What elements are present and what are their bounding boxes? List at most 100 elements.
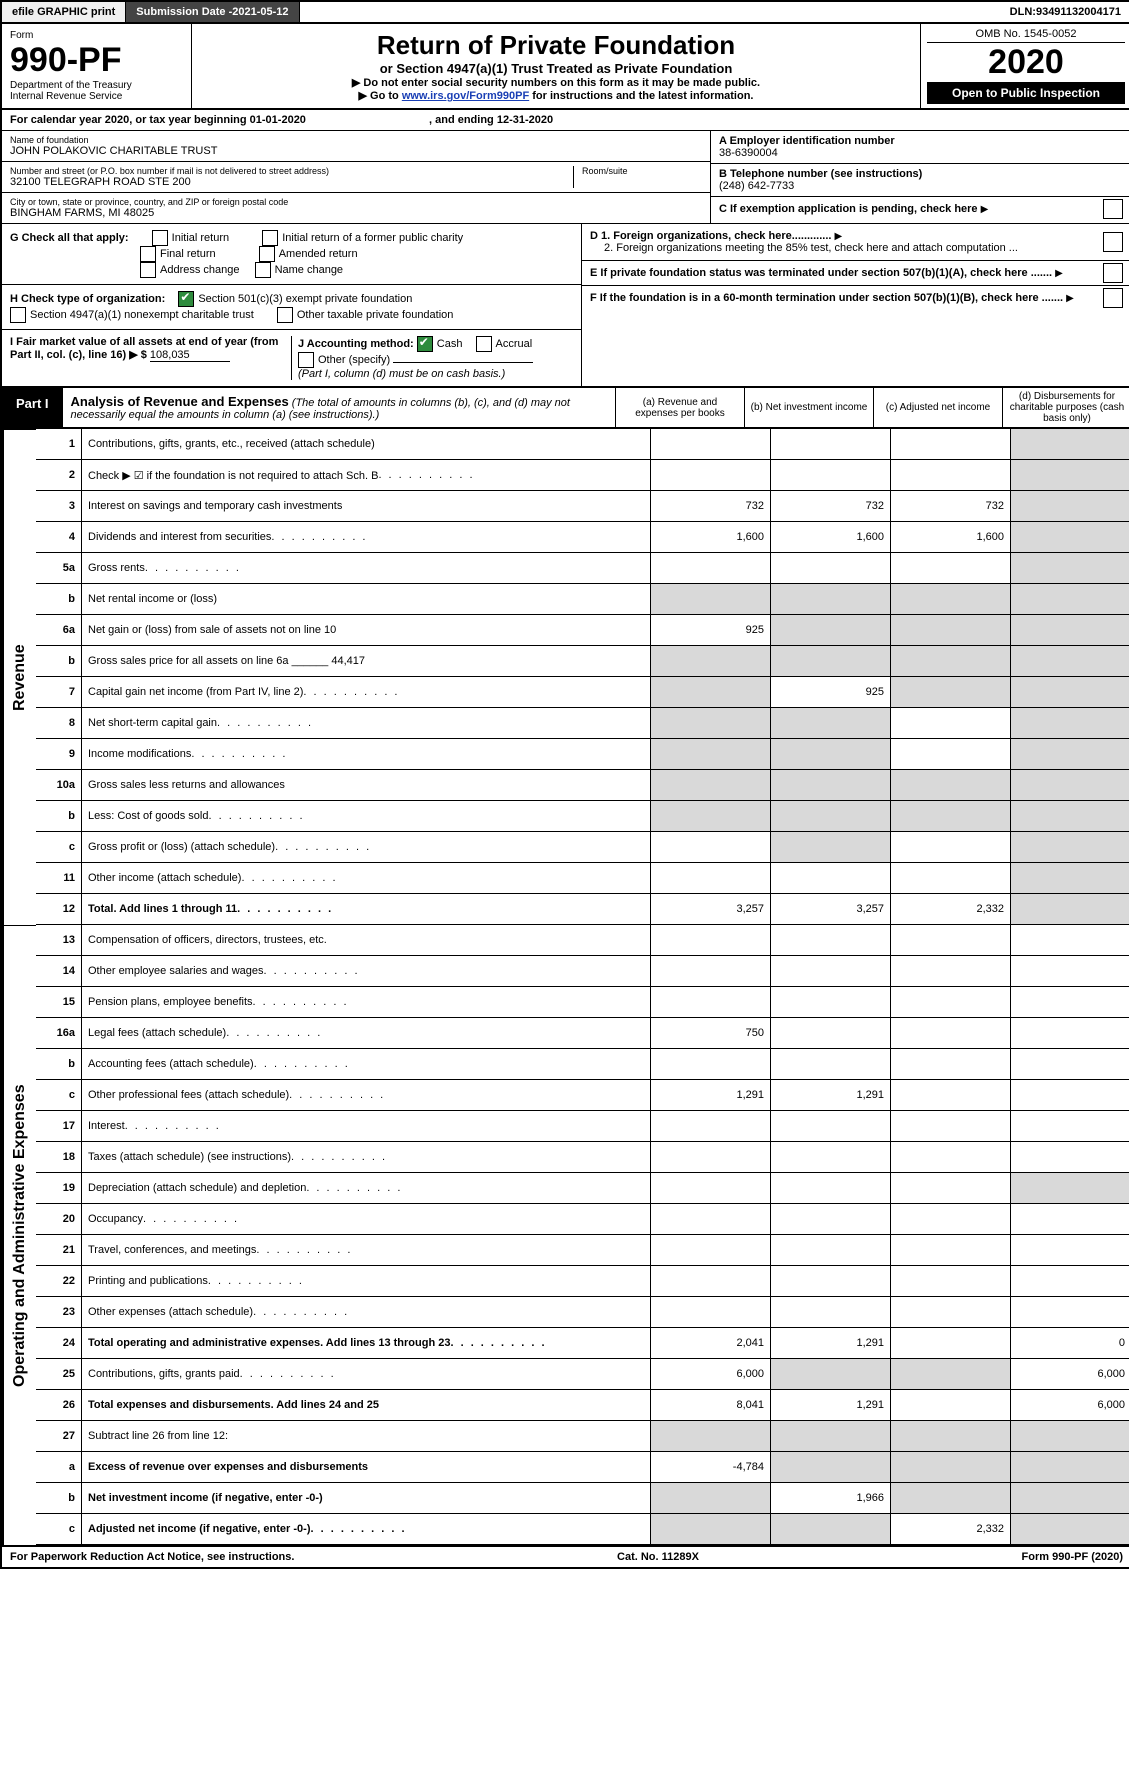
line-number: 25: [36, 1359, 82, 1390]
j-accrual-checkbox[interactable]: [476, 336, 492, 352]
revenue-table: Revenue 1Contributions, gifts, grants, e…: [2, 429, 1129, 925]
name-label: Name of foundation: [10, 135, 702, 145]
line-number: 17: [36, 1111, 82, 1142]
cell-value: [771, 429, 891, 460]
cell-value: [1011, 832, 1129, 863]
f-checkbox[interactable]: [1103, 288, 1123, 308]
i-value: 108,035: [150, 349, 230, 362]
h1-checkbox[interactable]: [178, 291, 194, 307]
part1-desc: Analysis of Revenue and Expenses (The to…: [63, 388, 616, 427]
cell-value: [891, 1266, 1011, 1297]
line-desc: Adjusted net income (if negative, enter …: [82, 1514, 651, 1545]
d1-label: D 1. Foreign organizations, check here..…: [590, 230, 831, 242]
line-desc: Net rental income or (loss): [82, 584, 651, 615]
line-desc: Net gain or (loss) from sale of assets n…: [82, 615, 651, 646]
cell-value: [1011, 522, 1129, 553]
line-number: b: [36, 801, 82, 832]
g-name-checkbox[interactable]: [255, 262, 271, 278]
line-desc: Interest: [82, 1111, 651, 1142]
j-other-line: [393, 362, 533, 363]
cell-value: [651, 863, 771, 894]
instr2-link[interactable]: www.irs.gov/Form990PF: [402, 90, 529, 102]
c-cell: C If exemption application is pending, c…: [711, 197, 1129, 221]
cell-value: 1,966: [771, 1483, 891, 1514]
dln-value: 93491132004171: [1036, 6, 1121, 18]
city-cell: City or town, state or province, country…: [2, 193, 710, 223]
line-number: 3: [36, 491, 82, 522]
ein-value: 38-6390004: [719, 147, 1123, 159]
line-desc: Excess of revenue over expenses and disb…: [82, 1452, 651, 1483]
line-desc: Contributions, gifts, grants paid: [82, 1359, 651, 1390]
line-number: b: [36, 646, 82, 677]
cell-value: [891, 801, 1011, 832]
c-checkbox[interactable]: [1103, 199, 1123, 219]
line-desc: Income modifications: [82, 739, 651, 770]
d1-checkbox[interactable]: [1103, 232, 1123, 252]
g-amended-checkbox[interactable]: [259, 246, 275, 262]
cell-value: [1011, 646, 1129, 677]
cell-value: [651, 987, 771, 1018]
line-number: a: [36, 1452, 82, 1483]
checks-right: D 1. Foreign organizations, check here..…: [582, 224, 1129, 386]
e-checkbox[interactable]: [1103, 263, 1123, 283]
arrow-icon: [835, 230, 845, 242]
j-other-checkbox[interactable]: [298, 352, 314, 368]
cell-value: 1,291: [771, 1390, 891, 1421]
line-desc: Gross sales price for all assets on line…: [82, 646, 651, 677]
cell-value: [771, 1204, 891, 1235]
tel-cell: B Telephone number (see instructions) (2…: [711, 164, 1129, 197]
efile-button[interactable]: efile GRAPHIC print: [2, 2, 126, 22]
cell-value: [651, 739, 771, 770]
cell-value: [651, 1049, 771, 1080]
cell-value: 3,257: [771, 894, 891, 925]
form-word: Form: [10, 30, 183, 41]
cell-value: [1011, 987, 1129, 1018]
cell-value: 2,332: [891, 1514, 1011, 1545]
cell-value: [771, 646, 891, 677]
cell-value: [891, 677, 1011, 708]
e-row: E If private foundation status was termi…: [582, 261, 1129, 286]
c-label: C If exemption application is pending, c…: [719, 203, 978, 215]
form-title: Return of Private Foundation: [200, 30, 912, 61]
form-header: Form 990-PF Department of the Treasury I…: [2, 24, 1129, 110]
h3-checkbox[interactable]: [277, 307, 293, 323]
g-initial-checkbox[interactable]: [152, 230, 168, 246]
dept: Department of the Treasury: [10, 80, 183, 91]
tax-year: 2020: [927, 43, 1125, 82]
cell-value: [891, 770, 1011, 801]
col-d-head: (d) Disbursements for charitable purpose…: [1003, 388, 1129, 427]
j-label: J Accounting method:: [298, 338, 414, 350]
line-desc: Gross rents: [82, 553, 651, 584]
cell-value: [891, 1142, 1011, 1173]
d2-label: 2. Foreign organizations meeting the 85%…: [604, 242, 1018, 254]
g-initial-former-checkbox[interactable]: [262, 230, 278, 246]
g-address-checkbox[interactable]: [140, 262, 156, 278]
j-cash-checkbox[interactable]: [417, 336, 433, 352]
col-a-head: (a) Revenue and expenses per books: [616, 388, 745, 427]
cell-value: [891, 1421, 1011, 1452]
dln: DLN: 93491132004171: [1000, 2, 1129, 22]
cell-value: [1011, 677, 1129, 708]
line-desc: Printing and publications: [82, 1266, 651, 1297]
cell-value: [651, 646, 771, 677]
name-cell: Name of foundation JOHN POLAKOVIC CHARIT…: [2, 131, 710, 162]
cell-value: 0: [1011, 1328, 1129, 1359]
h3-label: Other taxable private foundation: [297, 309, 454, 321]
cell-value: [651, 770, 771, 801]
cell-value: [771, 1514, 891, 1545]
cell-value: [651, 1111, 771, 1142]
cell-value: [891, 832, 1011, 863]
cell-value: [651, 956, 771, 987]
h2-checkbox[interactable]: [10, 307, 26, 323]
cell-value: [651, 708, 771, 739]
g-final-checkbox[interactable]: [140, 246, 156, 262]
line-number: 24: [36, 1328, 82, 1359]
header-right: OMB No. 1545-0052 2020 Open to Public In…: [921, 24, 1129, 108]
line-number: 8: [36, 708, 82, 739]
ein-label: A Employer identification number: [719, 135, 1123, 147]
instr1: ▶ Do not enter social security numbers o…: [200, 76, 912, 89]
line-number: 22: [36, 1266, 82, 1297]
cell-value: [891, 1173, 1011, 1204]
instr2-post: for instructions and the latest informat…: [532, 90, 753, 102]
j-other: Other (specify): [318, 354, 390, 366]
